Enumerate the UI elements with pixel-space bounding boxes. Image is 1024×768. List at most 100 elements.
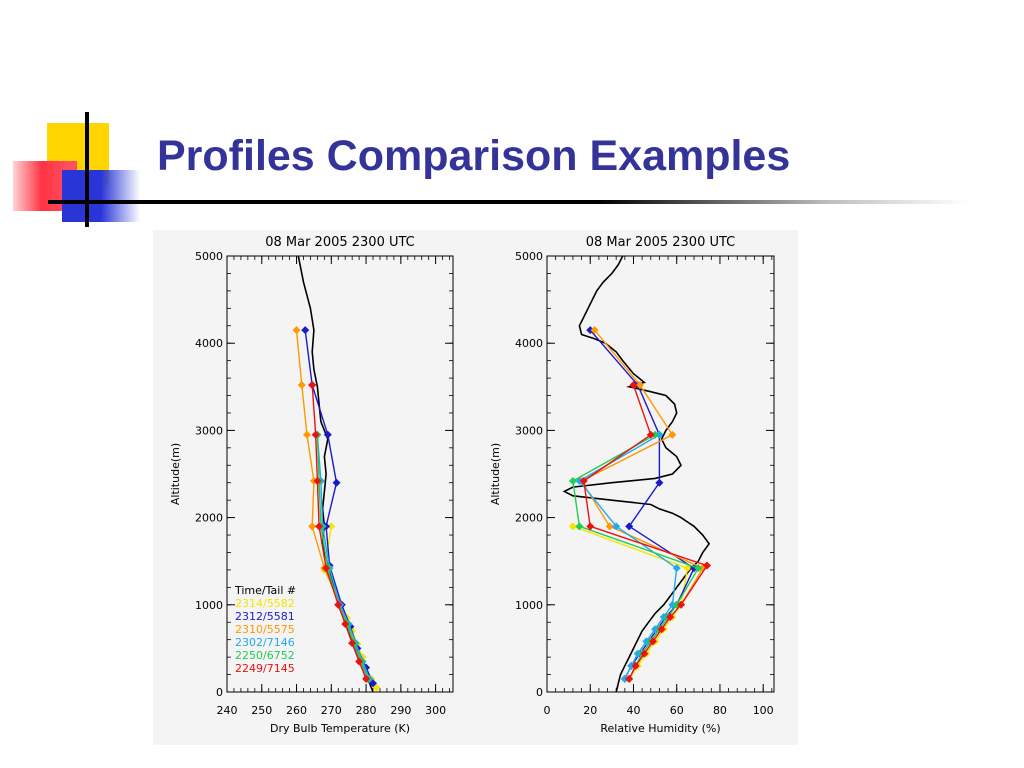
- rh-data-point: [605, 522, 614, 531]
- temp-data-point: [315, 522, 324, 531]
- rh-data-point: [612, 522, 621, 531]
- temp-plot-frame: [226, 255, 454, 693]
- temp-x-tick-label: 300: [425, 704, 446, 717]
- temp-x-tick-label: 270: [321, 704, 342, 717]
- rh-y-tick-label: 3000: [515, 424, 543, 437]
- rh-data-point: [668, 430, 677, 439]
- rh-data-point: [590, 326, 599, 335]
- temp-x-tick-label: 250: [251, 704, 272, 717]
- rh-x-tick-label: 100: [753, 704, 774, 717]
- temp-data-point: [332, 478, 341, 487]
- rh-data-point: [659, 613, 668, 622]
- slide-title: Profiles Comparison Examples: [157, 132, 791, 180]
- rh-data-point: [666, 613, 675, 622]
- rh-data-point: [677, 600, 686, 609]
- rh-data-point: [702, 561, 711, 570]
- decor-vertical-line: [85, 112, 89, 227]
- temp-data-point: [355, 657, 364, 666]
- rh-data-point: [640, 649, 649, 658]
- rh-x-tick-label: 60: [670, 704, 684, 717]
- rh-data-point: [631, 661, 640, 670]
- rh-data-point: [586, 326, 595, 335]
- legend-entry: 2302/7146: [235, 636, 295, 649]
- decor-blue-block: [62, 170, 140, 222]
- temp-data-point: [308, 381, 317, 390]
- title-divider: [48, 200, 968, 204]
- temp-chart-title: 08 Mar 2005 2300 UTC: [265, 235, 415, 250]
- temp-data-point: [311, 430, 320, 439]
- temp-series-line-3: [295, 330, 369, 680]
- rh-y-axis-label: Altitude(m): [489, 443, 502, 505]
- legend-entry: 2250/6752: [235, 649, 295, 662]
- legend-entry: 2312/5581: [235, 610, 295, 623]
- rh-data-point: [668, 600, 677, 609]
- rh-data-point: [635, 381, 644, 390]
- rh-data-point: [642, 637, 651, 646]
- rh-series-line-0: [562, 255, 711, 693]
- temp-data-point: [323, 430, 332, 439]
- legend-entry: 2249/7145: [235, 662, 295, 675]
- rh-y-tick-label: 0: [536, 686, 543, 699]
- figure-panel: 08 Mar 2005 2300 UTC 240 250 260 270 280 290 30…: [153, 230, 798, 745]
- rh-y-tick-label: 4000: [515, 337, 543, 350]
- rh-data-point: [672, 564, 681, 573]
- temp-series-line-2: [304, 330, 374, 684]
- temp-x-tick-label: 280: [356, 704, 377, 717]
- temp-series-line-1: [323, 526, 378, 688]
- rh-x-axis-label: Relative Humidity (%): [600, 722, 720, 735]
- rh-data-point: [579, 476, 588, 485]
- rh-chart-title: 08 Mar 2005 2300 UTC: [586, 235, 736, 250]
- temp-y-tick-label: 3000: [195, 424, 223, 437]
- temp-data-point: [341, 619, 350, 628]
- temp-data-point: [301, 326, 310, 335]
- rh-series-line-4: [578, 434, 678, 680]
- temp-data-point: [302, 430, 311, 439]
- rh-series-line-6: [583, 384, 709, 680]
- temp-x-tick-label: 290: [390, 704, 411, 717]
- rh-x-tick-label: 20: [583, 704, 597, 717]
- legend-entry: 2314/5582: [235, 597, 295, 610]
- temp-data-point: [292, 326, 301, 335]
- temp-y-axis-label: Altitude(m): [169, 443, 182, 505]
- rh-y-tick-label: 5000: [515, 250, 543, 263]
- temp-data-point: [334, 600, 343, 609]
- rh-data-point: [568, 522, 577, 531]
- rh-y-tick-label: 1000: [515, 599, 543, 612]
- rh-x-tick-label: 80: [713, 704, 727, 717]
- rh-data-point: [651, 430, 660, 439]
- legend-entry: 2310/5575: [235, 623, 295, 636]
- temp-series-line-6: [311, 385, 367, 680]
- temp-x-tick-label: 240: [217, 704, 238, 717]
- rh-data-point: [575, 522, 584, 531]
- temp-y-tick-label: 2000: [195, 512, 223, 525]
- rh-x-tick-label: 0: [544, 704, 551, 717]
- rh-data-point: [655, 478, 664, 487]
- rh-data-point: [586, 522, 595, 531]
- temp-y-tick-label: 0: [216, 686, 223, 699]
- temp-data-point: [327, 522, 336, 531]
- rh-data-point: [625, 674, 634, 683]
- rh-data-point: [683, 564, 692, 573]
- rh-data-point: [629, 381, 638, 390]
- legend-title: Time/Tail #: [234, 584, 296, 597]
- rh-data-point: [694, 564, 703, 573]
- temp-data-point: [322, 564, 331, 573]
- temp-y-tick-label: 1000: [195, 599, 223, 612]
- rh-data-point: [625, 522, 634, 531]
- chart-canvas: 08 Mar 2005 2300 UTC 240 250 260 270 280 290 30…: [169, 235, 775, 735]
- temp-y-tick-label: 4000: [195, 337, 223, 350]
- rh-x-tick-label: 40: [626, 704, 640, 717]
- temp-data-point: [297, 381, 306, 390]
- temp-data-point: [308, 522, 317, 531]
- temp-x-axis-label: Dry Bulb Temperature (K): [270, 722, 410, 735]
- rh-data-point: [655, 430, 664, 439]
- temp-series-line-0: [297, 255, 374, 693]
- rh-plot-frame: [546, 255, 775, 693]
- rh-data-point: [620, 674, 629, 683]
- temp-x-tick-label: 260: [286, 704, 307, 717]
- temp-y-tick-label: 5000: [195, 250, 223, 263]
- rh-data-point: [568, 476, 577, 485]
- temp-data-point: [348, 639, 357, 648]
- rh-data-point: [633, 649, 642, 658]
- rh-data-point: [627, 661, 636, 670]
